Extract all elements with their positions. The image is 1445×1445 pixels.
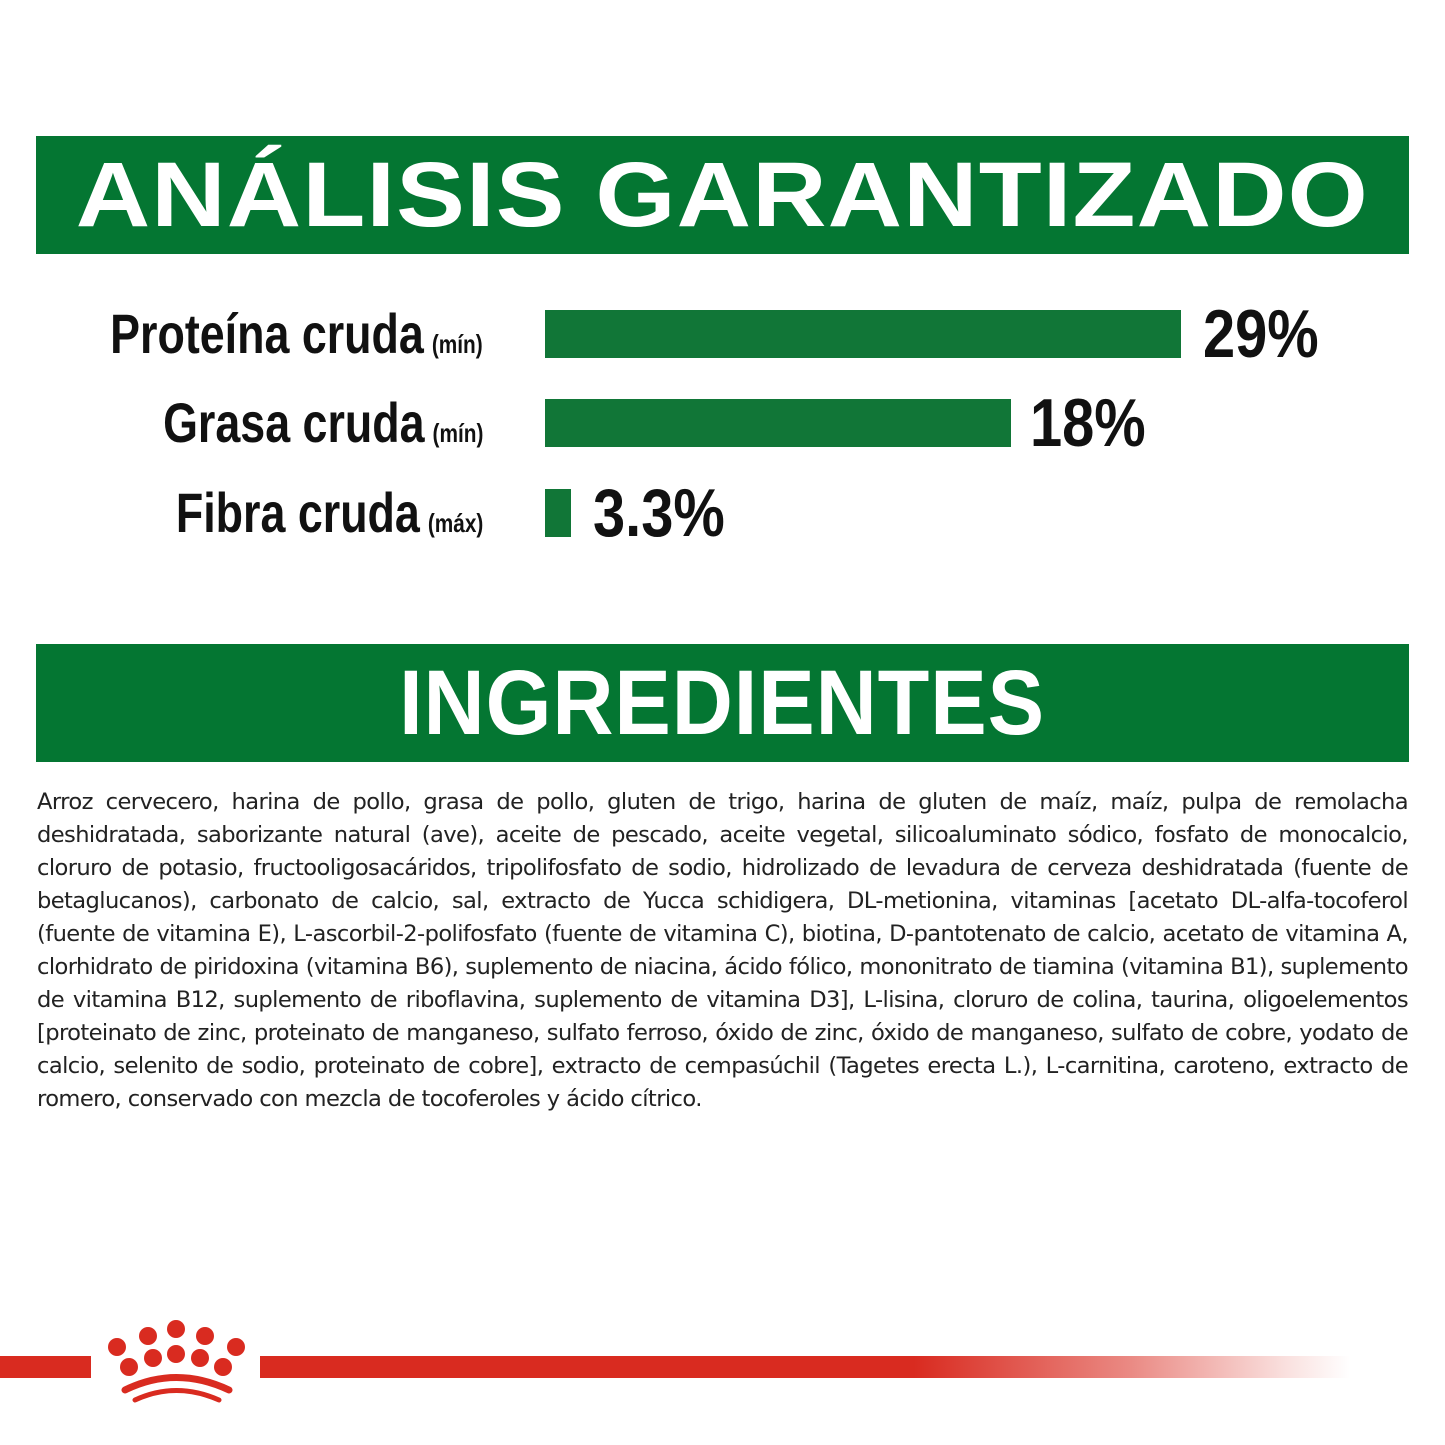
row-label: Proteína cruda (mín) xyxy=(110,302,483,365)
analysis-row-fiber: Fibra cruda (máx) 3.3% xyxy=(0,479,1445,547)
bar-fat xyxy=(545,399,1011,447)
row-qualifier: (mín) xyxy=(432,418,483,448)
ingredients-header: INGREDIENTES xyxy=(36,644,1409,762)
analysis-header: ANÁLISIS GARANTIZADO xyxy=(36,136,1409,254)
row-label: Grasa cruda (mín) xyxy=(162,391,483,454)
bar-protein xyxy=(545,310,1181,358)
ingredients-text: Arroz cervecero, harina de pollo, grasa … xyxy=(37,789,1409,1112)
row-qualifier: (mín) xyxy=(432,329,483,359)
row-label: Fibra cruda (máx) xyxy=(175,481,483,544)
footer-line-left xyxy=(0,1356,91,1378)
analysis-row-fat: Grasa cruda (mín) 18% xyxy=(0,389,1445,457)
ingredients-title: INGREDIENTES xyxy=(399,651,1046,754)
value-protein: 29% xyxy=(1203,296,1319,372)
crown-logo-icon xyxy=(108,1320,245,1403)
row-qualifier: (máx) xyxy=(427,508,483,538)
footer-line-right xyxy=(260,1356,1350,1378)
value-fat: 18% xyxy=(1030,385,1146,461)
value-fiber: 3.3% xyxy=(593,475,725,551)
bar-fiber xyxy=(545,489,571,537)
analysis-row-protein: Proteína cruda (mín) 29% xyxy=(0,300,1445,368)
analysis-title: ANÁLISIS GARANTIZADO xyxy=(75,143,1370,246)
